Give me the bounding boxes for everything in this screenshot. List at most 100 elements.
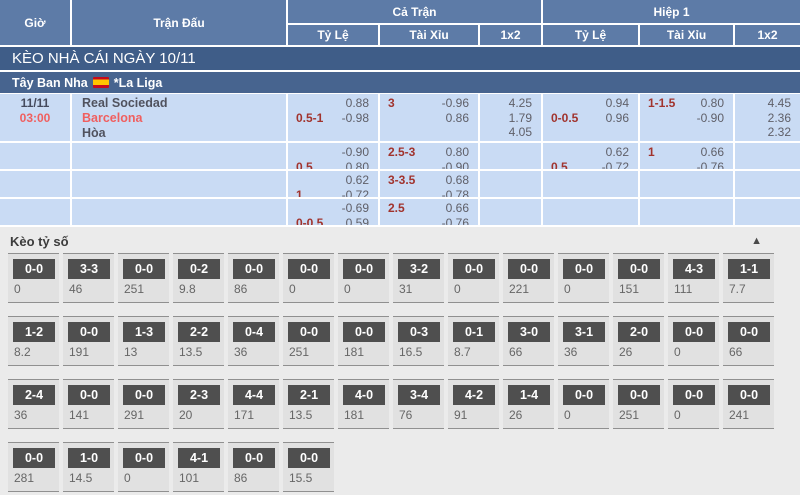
ft-over-under-cell[interactable]: 3 -0.96 0.86 (380, 94, 480, 141)
ft-handicap-cell[interactable]: -0.90 0.5 0.80 (288, 143, 380, 169)
ft-1x2-cell[interactable]: 4.25 1.79 4.05 (480, 94, 543, 141)
odds-value[interactable]: -0.76 (696, 159, 724, 170)
odds-value[interactable]: 0.86 (445, 110, 469, 125)
odds-value[interactable]: 1.79 (508, 110, 532, 125)
score-odds-cell[interactable]: 4-1 101 (173, 442, 224, 492)
odds-value[interactable]: 0.59 (345, 215, 369, 226)
score-odds-cell[interactable]: 0-1 8.7 (448, 316, 499, 366)
score-odds-cell[interactable]: 0-0 291 (118, 379, 169, 429)
odds-value[interactable]: 0.62 (345, 173, 369, 187)
odds-value[interactable]: 0.80 (345, 159, 369, 170)
score-odds-cell[interactable]: 0-0 86 (228, 442, 279, 492)
score-odds-cell[interactable]: 0-4 36 (228, 316, 279, 366)
score-odds-cell[interactable]: 0-0 0 (668, 316, 719, 366)
score-odds-cell[interactable]: 0-0 0 (283, 253, 334, 303)
score-odds-cell[interactable]: 0-0 15.5 (283, 442, 334, 492)
odds-value[interactable]: 0.66 (445, 201, 469, 215)
odds-value[interactable]: 0.80 (700, 96, 724, 110)
score-odds-cell[interactable]: 0-0 151 (613, 253, 664, 303)
score-odds-cell[interactable]: 0-0 221 (503, 253, 554, 303)
score-odds-cell[interactable]: 2-4 36 (8, 379, 59, 429)
score-odds-cell[interactable]: 3-0 66 (503, 316, 554, 366)
odds-value[interactable]: -0.78 (441, 187, 469, 198)
odds-value[interactable]: 0.94 (605, 96, 629, 110)
odds-value[interactable]: 4.25 (508, 96, 532, 110)
h1-over-under-cell[interactable]: 1-1.5 0.80 -0.90 (640, 94, 735, 141)
score-odds-cell[interactable]: 1-1 7.7 (723, 253, 774, 303)
handicap-label[interactable]: 0-0.5 (551, 110, 579, 125)
score-odds-cell[interactable]: 2-2 13.5 (173, 316, 224, 366)
score-odds-cell[interactable]: 3-2 31 (393, 253, 444, 303)
score-odds-cell[interactable]: 0-0 0 (558, 379, 609, 429)
odds-value[interactable]: 4.05 (508, 125, 532, 139)
odds-value[interactable]: -0.96 (441, 96, 469, 110)
handicap-label[interactable]: 2.5-3 (388, 145, 416, 159)
score-odds-cell[interactable]: 3-3 46 (63, 253, 114, 303)
handicap-label[interactable]: 1-1.5 (648, 96, 676, 110)
handicap-label[interactable]: 3-3.5 (388, 173, 416, 187)
ft-over-under-cell[interactable]: 3-3.5 0.68 -0.78 (380, 171, 480, 197)
score-odds-cell[interactable]: 0-0 251 (118, 253, 169, 303)
score-odds-cell[interactable]: 0-0 281 (8, 442, 59, 492)
h1-over-under-cell[interactable]: 1 0.66 -0.76 (640, 143, 735, 169)
odds-value[interactable]: 2.32 (767, 125, 791, 139)
score-odds-cell[interactable]: 0-3 16.5 (393, 316, 444, 366)
score-odds-cell[interactable]: 0-0 191 (63, 316, 114, 366)
score-odds-cell[interactable]: 3-1 36 (558, 316, 609, 366)
score-odds-cell[interactable]: 0-0 141 (63, 379, 114, 429)
score-odds-cell[interactable]: 0-0 0 (668, 379, 719, 429)
score-odds-cell[interactable]: 0-0 251 (283, 316, 334, 366)
handicap-label[interactable]: 3 (388, 96, 395, 110)
score-odds-cell[interactable]: 0-0 181 (338, 316, 389, 366)
score-odds-cell[interactable]: 2-1 13.5 (283, 379, 334, 429)
score-odds-cell[interactable]: 0-0 0 (558, 253, 609, 303)
odds-value[interactable]: 0.66 (700, 145, 724, 159)
score-odds-cell[interactable]: 3-4 76 (393, 379, 444, 429)
score-odds-cell[interactable]: 4-0 181 (338, 379, 389, 429)
score-odds-cell[interactable]: 4-3 111 (668, 253, 719, 303)
score-odds-cell[interactable]: 1-0 14.5 (63, 442, 114, 492)
score-odds-cell[interactable]: 0-0 0 (118, 442, 169, 492)
handicap-label[interactable]: 0.5 (296, 159, 313, 170)
score-odds-cell[interactable]: 0-2 9.8 (173, 253, 224, 303)
ft-over-under-cell[interactable]: 2.5-3 0.80 -0.90 (380, 143, 480, 169)
odds-value[interactable]: 0.62 (605, 145, 629, 159)
score-odds-cell[interactable]: 0-0 251 (613, 379, 664, 429)
handicap-label[interactable]: 0.5-1 (296, 110, 324, 125)
h1-handicap-cell[interactable]: 0.94 0-0.5 0.96 (543, 94, 640, 141)
score-odds-cell[interactable]: 2-0 26 (613, 316, 664, 366)
score-odds-cell[interactable]: 0-0 0 (448, 253, 499, 303)
handicap-label[interactable]: 0-0.5 (296, 215, 324, 226)
score-odds-cell[interactable]: 1-2 8.2 (8, 316, 59, 366)
handicap-label[interactable]: 0.5 (551, 159, 568, 170)
score-odds-cell[interactable]: 0-0 0 (338, 253, 389, 303)
score-odds-cell[interactable]: 2-3 20 (173, 379, 224, 429)
odds-value[interactable]: 0.96 (605, 110, 629, 125)
odds-value[interactable]: -0.90 (341, 145, 369, 159)
score-odds-cell[interactable]: 4-4 171 (228, 379, 279, 429)
odds-value[interactable]: -0.72 (341, 187, 369, 198)
score-odds-cell[interactable]: 0-0 241 (723, 379, 774, 429)
chevron-up-icon[interactable]: ▲ (751, 235, 762, 247)
odds-value[interactable]: -0.69 (341, 201, 369, 215)
odds-value[interactable]: 0.68 (445, 173, 469, 187)
h1-handicap-cell[interactable]: 0.62 0.5 -0.72 (543, 143, 640, 169)
odds-value[interactable]: -0.90 (696, 110, 724, 125)
handicap-label[interactable]: 2.5 (388, 201, 405, 215)
handicap-label[interactable]: 1 (648, 145, 655, 159)
odds-value[interactable]: 0.88 (345, 96, 369, 110)
odds-value[interactable]: 0.80 (445, 145, 469, 159)
score-odds-cell[interactable]: 4-2 91 (448, 379, 499, 429)
ft-handicap-cell[interactable]: 0.88 0.5-1 -0.98 (288, 94, 380, 141)
ft-handicap-cell[interactable]: -0.69 0-0.5 0.59 (288, 199, 380, 225)
odds-value[interactable]: -0.90 (441, 159, 469, 170)
odds-value[interactable]: -0.76 (441, 215, 469, 226)
handicap-label[interactable]: 1 (296, 187, 303, 198)
ft-handicap-cell[interactable]: 0.62 1 -0.72 (288, 171, 380, 197)
score-odds-cell[interactable]: 1-4 26 (503, 379, 554, 429)
odds-value[interactable]: 2.36 (767, 110, 791, 125)
odds-value[interactable]: -0.72 (601, 159, 629, 170)
score-odds-cell[interactable]: 0-0 66 (723, 316, 774, 366)
score-odds-cell[interactable]: 0-0 0 (8, 253, 59, 303)
score-odds-cell[interactable]: 1-3 13 (118, 316, 169, 366)
